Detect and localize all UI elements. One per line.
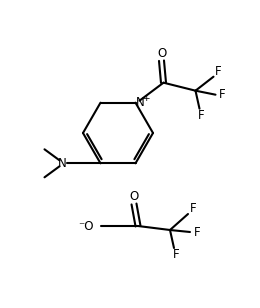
Text: F: F — [219, 88, 226, 101]
Text: F: F — [215, 65, 222, 78]
Text: F: F — [198, 109, 205, 122]
Text: O: O — [129, 191, 139, 204]
Text: N: N — [58, 157, 67, 170]
Text: ⁻O: ⁻O — [79, 220, 94, 233]
Text: +: + — [142, 94, 149, 103]
Text: F: F — [190, 202, 196, 216]
Text: O: O — [157, 47, 166, 60]
Text: F: F — [194, 225, 200, 238]
Text: N: N — [135, 96, 144, 109]
Text: F: F — [173, 249, 179, 261]
